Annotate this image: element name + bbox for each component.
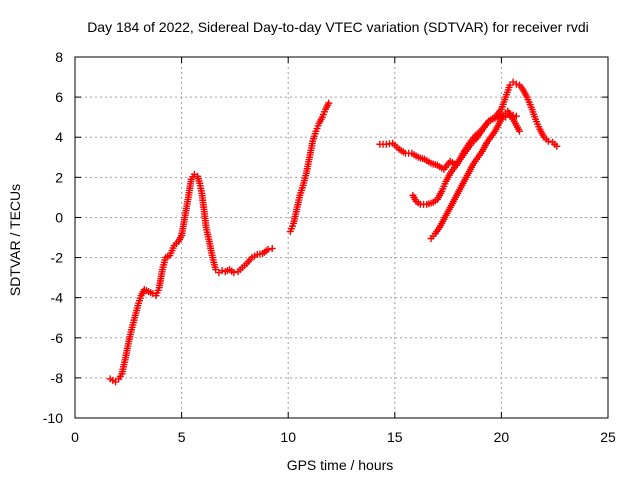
data-point [516, 127, 524, 135]
series-segment-5 [427, 107, 524, 243]
x-tick-label: 20 [494, 429, 510, 445]
data-point [268, 245, 276, 253]
x-tick-label: 5 [178, 429, 186, 445]
axis-ticks: 0 5 10 15 20 25 -10 -8 -6 -4 -2 0 2 4 6 8 [43, 49, 616, 445]
grid-lines [75, 57, 608, 418]
x-tick-label: 10 [280, 429, 296, 445]
y-tick-label: 2 [55, 169, 63, 185]
x-tick-label: 0 [71, 429, 79, 445]
x-tick-label: 15 [387, 429, 403, 445]
data-point [553, 142, 561, 150]
data-point [264, 246, 272, 254]
y-tick-label: -2 [51, 250, 64, 266]
data-points [106, 78, 561, 386]
x-axis-label: GPS time / hours [287, 457, 394, 473]
series-segment-3 [376, 78, 561, 173]
y-tick-label: -10 [43, 410, 63, 426]
y-tick-label: 4 [55, 129, 63, 145]
series-segment-1 [106, 170, 276, 386]
series-segment-2 [286, 99, 333, 235]
x-tick-label: 25 [600, 429, 616, 445]
y-tick-label: 0 [55, 209, 63, 225]
y-tick-label: 6 [55, 89, 63, 105]
y-tick-label: 8 [55, 49, 63, 65]
data-point [325, 99, 333, 107]
y-tick-label: -6 [51, 330, 64, 346]
data-point [512, 80, 520, 88]
data-point [230, 269, 238, 277]
y-tick-label: -4 [51, 290, 64, 306]
chart-title: Day 184 of 2022, Sidereal Day-to-day VTE… [87, 19, 589, 35]
y-tick-label: -8 [51, 370, 64, 386]
plot-frame [74, 56, 609, 419]
data-point [544, 137, 552, 145]
y-axis-label: SDTVAR / TECUs [7, 184, 23, 296]
